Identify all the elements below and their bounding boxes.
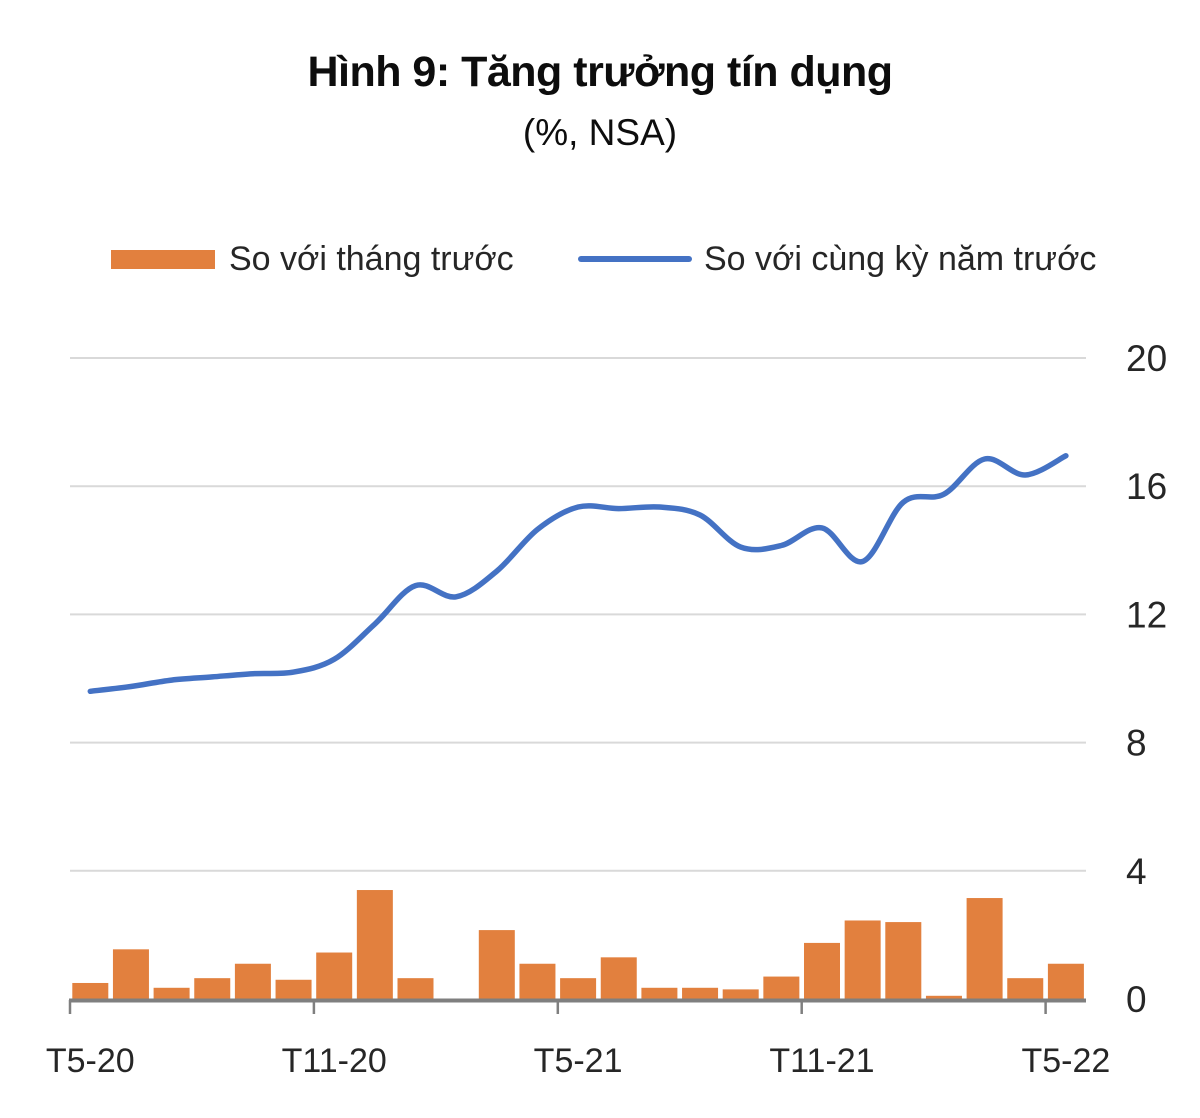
bar-T8-21 [682, 987, 719, 999]
legend-item-mom: So với tháng trước [111, 238, 514, 280]
bar-T6-21 [600, 957, 637, 999]
bar-T3-21 [478, 930, 515, 999]
y-tick-label-0: 0 [1126, 979, 1147, 1020]
legend-line-swatch [578, 256, 692, 262]
y-tick-label-4: 4 [1126, 851, 1147, 892]
bar-T6-20 [112, 949, 149, 999]
bar-T11-20 [316, 952, 353, 999]
yoy-line-series [87, 453, 1069, 695]
x-tick-label-T5-22: T5-22 [1021, 1042, 1110, 1080]
bar-T5-22 [1047, 963, 1084, 999]
bar-T7-21 [641, 987, 678, 999]
y-tick-label-12: 12 [1126, 594, 1167, 635]
legend-line-label: So với cùng kỳ năm trước [704, 239, 1097, 278]
bar-T11-21 [804, 942, 840, 999]
x-tick-label-T11-20: T11-20 [282, 1042, 387, 1080]
chart-title: Hình 9: Tăng trưởng tín dụng [307, 48, 893, 96]
bar-T8-20 [194, 978, 231, 999]
legend-bar-swatch [111, 249, 215, 269]
y-tick-label-8: 8 [1126, 723, 1147, 764]
bar-T5-21 [560, 978, 597, 999]
x-tick-label-T5-20: T5-20 [46, 1042, 135, 1080]
bar-T9-21 [722, 989, 759, 999]
legend: So với tháng trước So với cùng kỳ năm tr… [0, 238, 1200, 280]
y-tick-label-16: 16 [1126, 466, 1167, 507]
y-tick-label-20: 20 [1126, 338, 1167, 379]
bar-T12-20 [356, 890, 393, 999]
bar-T2-22 [925, 995, 962, 999]
bar-T1-22 [885, 922, 922, 999]
bar-T4-21 [519, 963, 556, 999]
legend-bar-label: So với tháng trước [229, 239, 514, 278]
x-tick-label-T5-21: T5-21 [534, 1042, 623, 1080]
bar-T9-20 [234, 963, 271, 999]
bar-T3-22 [966, 898, 1003, 999]
bar-T4-22 [1007, 978, 1044, 999]
x-tick-label-T11-21: T11-21 [769, 1042, 874, 1080]
bar-T5-20 [72, 982, 109, 999]
bar-T12-21 [844, 920, 881, 999]
bar-T7-20 [153, 987, 190, 999]
bar-T10-20 [275, 979, 312, 999]
bar-T10-21 [763, 976, 800, 999]
bar-T1-21 [397, 978, 434, 999]
legend-item-yoy: So với cùng kỳ năm trước [578, 238, 1096, 280]
chart-subtitle: (%, NSA) [522, 112, 678, 153]
